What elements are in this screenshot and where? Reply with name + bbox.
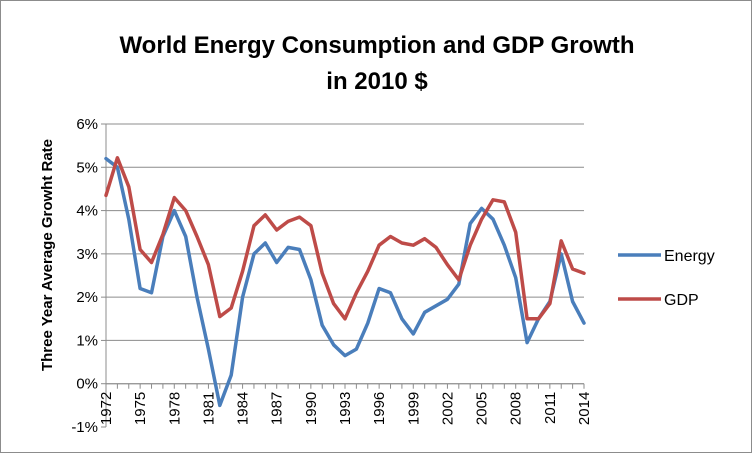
chart-title-line-1: World Energy Consumption and GDP Growth <box>119 32 634 59</box>
y-tick-labels: -1% 0% 1% 2% 3% 4% 5% 6% <box>71 116 98 436</box>
series-line-gdp <box>104 156 586 321</box>
x-tick-label: 1981 <box>200 392 217 425</box>
legend-label-energy: Energy <box>664 248 715 265</box>
y-tick-label: 3% <box>76 246 98 263</box>
legend: Energy GDP <box>618 248 715 309</box>
x-tick-label: 1978 <box>166 392 183 425</box>
y-tick-label: 1% <box>76 332 98 349</box>
x-tick-label: 1972 <box>98 392 115 425</box>
x-tick-label: 1990 <box>303 392 320 425</box>
x-tick-label: 1993 <box>337 392 354 425</box>
axes <box>101 123 585 428</box>
x-tick-label: 2014 <box>576 392 593 425</box>
x-tick-label: 2008 <box>508 392 525 425</box>
x-tick-labels: 1972 1975 1978 1981 1984 1987 1990 1993 1996 1999… <box>98 392 593 425</box>
x-tick-label: 1987 <box>269 392 286 425</box>
y-tick-label: 0% <box>76 376 98 393</box>
y-tick-label: 5% <box>76 159 98 176</box>
grid-lines <box>106 123 584 385</box>
x-tick-label: 1975 <box>132 392 149 425</box>
x-tick-label: 2005 <box>474 392 491 425</box>
x-tick-label: 2002 <box>439 392 456 425</box>
chart-title-line-2: in 2010 $ <box>326 68 428 95</box>
x-tick-label: 1996 <box>371 392 388 425</box>
x-tick-label: 1999 <box>405 392 422 425</box>
x-tick-label: 2011 <box>542 392 559 424</box>
y-tick-label: -1% <box>71 419 98 436</box>
y-tick-label: 6% <box>76 116 98 133</box>
y-axis-label: Three Year Average Growht Rate <box>39 139 56 371</box>
series-line-energy <box>104 156 586 408</box>
series-lines <box>104 156 586 408</box>
y-tick-label: 2% <box>76 289 98 306</box>
y-tick-label: 4% <box>76 203 98 220</box>
legend-label-gdp: GDP <box>664 292 699 309</box>
x-tick-label: 1984 <box>235 392 252 425</box>
